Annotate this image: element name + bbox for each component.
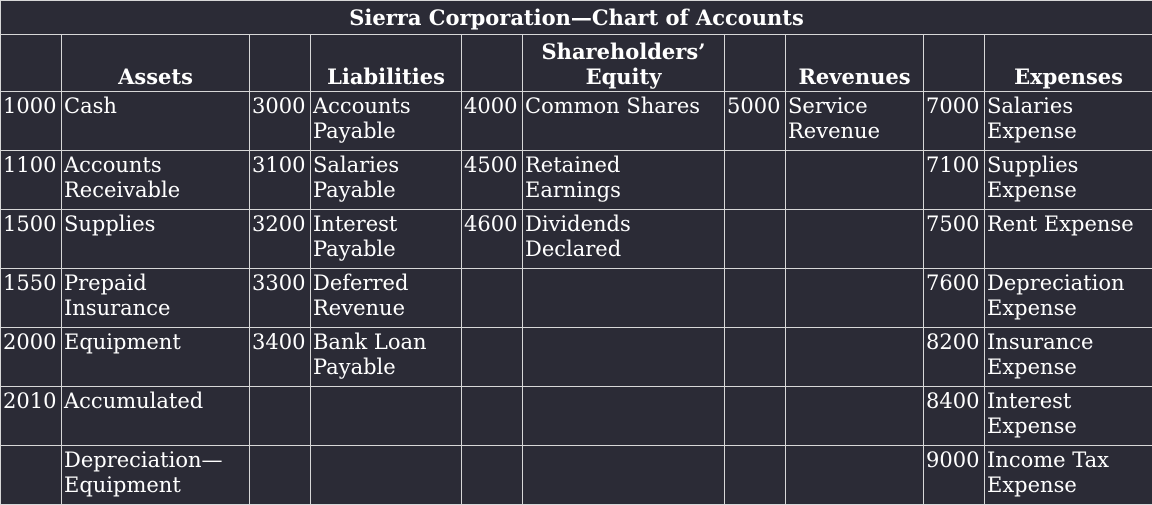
revenues-account-number [725, 387, 786, 446]
header-expenses: Expenses [985, 35, 1152, 92]
revenues-account-name [786, 210, 924, 269]
revenues-account-number [725, 151, 786, 210]
assets-account-name: Depreciation—Equipment [62, 446, 250, 505]
assets-account-name: Accumulated [62, 387, 250, 446]
revenues-account-number [725, 446, 786, 505]
shareholders-equity-account-name [523, 387, 725, 446]
shareholders-equity-account-number [462, 328, 523, 387]
revenues-account-name: Service Revenue [786, 92, 924, 151]
expenses-account-number: 7100 [924, 151, 985, 210]
liabilities-account-name: Deferred Revenue [311, 269, 462, 328]
header-spacer [250, 35, 311, 92]
header-revenues: Revenues [786, 35, 924, 92]
header-spacer [1, 35, 62, 92]
assets-account-number: 1500 [1, 210, 62, 269]
shareholders-equity-account-name [523, 269, 725, 328]
liabilities-account-name [311, 446, 462, 505]
expenses-account-name: Income Tax Expense [985, 446, 1152, 505]
shareholders-equity-account-name: Retained Earnings [523, 151, 725, 210]
revenues-account-name [786, 151, 924, 210]
header-assets: Assets [62, 35, 250, 92]
shareholders-equity-account-number: 4600 [462, 210, 523, 269]
liabilities-account-name: Bank Loan Payable [311, 328, 462, 387]
expenses-account-name: Supplies Expense [985, 151, 1152, 210]
assets-account-name: Supplies [62, 210, 250, 269]
shareholders-equity-account-name: Dividends Declared [523, 210, 725, 269]
header-spacer [725, 35, 786, 92]
revenues-account-number: 5000 [725, 92, 786, 151]
expenses-account-number: 8400 [924, 387, 985, 446]
liabilities-account-name [311, 387, 462, 446]
header-row: Assets Liabilities Shareholders’ Equity … [1, 35, 1152, 92]
assets-account-number: 1100 [1, 151, 62, 210]
liabilities-account-number: 3200 [250, 210, 311, 269]
expenses-account-name: Salaries Expense [985, 92, 1152, 151]
shareholders-equity-account-number [462, 269, 523, 328]
shareholders-equity-account-name [523, 446, 725, 505]
liabilities-account-number: 3400 [250, 328, 311, 387]
shareholders-equity-account-name [523, 328, 725, 387]
shareholders-equity-account-number: 4500 [462, 151, 523, 210]
expenses-account-number: 9000 [924, 446, 985, 505]
revenues-account-name [786, 328, 924, 387]
assets-account-name: Cash [62, 92, 250, 151]
liabilities-account-name: Interest Payable [311, 210, 462, 269]
assets-account-number: 1000 [1, 92, 62, 151]
revenues-account-number [725, 210, 786, 269]
expenses-account-name: Insurance Expense [985, 328, 1152, 387]
liabilities-account-name: Accounts Payable [311, 92, 462, 151]
header-spacer [462, 35, 523, 92]
assets-account-name: Equipment [62, 328, 250, 387]
header-liabilities: Liabilities [311, 35, 462, 92]
liabilities-account-number: 3300 [250, 269, 311, 328]
assets-account-number [1, 446, 62, 505]
revenues-account-number [725, 328, 786, 387]
liabilities-account-number [250, 387, 311, 446]
assets-account-number: 2010 [1, 387, 62, 446]
assets-account-name: Prepaid Insurance [62, 269, 250, 328]
liabilities-account-number: 3100 [250, 151, 311, 210]
revenues-account-name [786, 269, 924, 328]
shareholders-equity-account-name: Common Shares [523, 92, 725, 151]
shareholders-equity-account-number: 4000 [462, 92, 523, 151]
liabilities-account-name: Salaries Payable [311, 151, 462, 210]
assets-account-number: 1550 [1, 269, 62, 328]
expenses-account-name: Interest Expense [985, 387, 1152, 446]
liabilities-account-number [250, 446, 311, 505]
revenues-account-number [725, 269, 786, 328]
expenses-account-number: 7500 [924, 210, 985, 269]
expenses-account-number: 7000 [924, 92, 985, 151]
header-shareholders-equity: Shareholders’ Equity [523, 35, 725, 92]
expenses-account-number: 8200 [924, 328, 985, 387]
table-title: Sierra Corporation—Chart of Accounts [1, 1, 1152, 35]
header-spacer [924, 35, 985, 92]
shareholders-equity-account-number [462, 387, 523, 446]
liabilities-account-number: 3000 [250, 92, 311, 151]
revenues-account-name [786, 446, 924, 505]
assets-account-number: 2000 [1, 328, 62, 387]
shareholders-equity-account-number [462, 446, 523, 505]
expenses-account-name: Rent Expense [985, 210, 1152, 269]
assets-account-name: Accounts Receivable [62, 151, 250, 210]
expenses-account-name: Depreciation Expense [985, 269, 1152, 328]
revenues-account-name [786, 387, 924, 446]
expenses-account-number: 7600 [924, 269, 985, 328]
